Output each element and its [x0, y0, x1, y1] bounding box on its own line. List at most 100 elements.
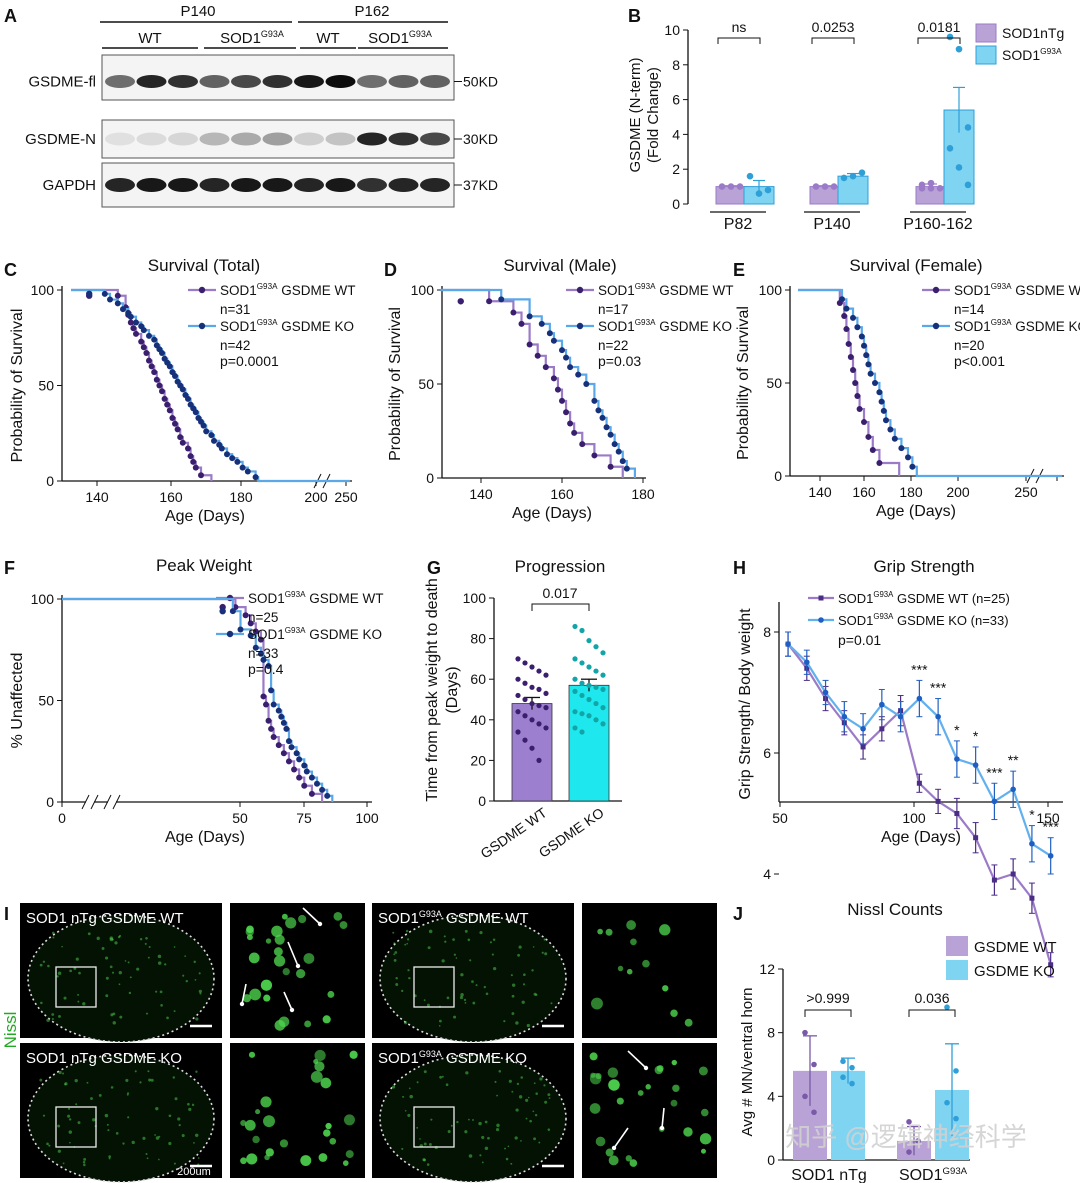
neuron-cell — [699, 1133, 712, 1145]
axis-break — [112, 794, 121, 810]
blot-band — [231, 132, 261, 146]
event-marker — [203, 428, 210, 435]
neuron-cell — [670, 1099, 678, 1107]
label-main: SOD1 — [598, 283, 635, 298]
arrow — [661, 1107, 665, 1129]
event-marker — [591, 397, 598, 404]
axis-break-gap — [86, 794, 94, 810]
stat-bracket — [804, 1009, 852, 1017]
event-marker — [486, 298, 493, 305]
data-point — [572, 656, 578, 662]
legend-label: GSDME KO — [974, 963, 1055, 980]
event-marker — [575, 371, 582, 378]
data-point — [579, 711, 585, 717]
data-point — [918, 185, 926, 192]
data-point — [991, 877, 997, 883]
event-marker — [880, 407, 887, 414]
data-point — [572, 623, 578, 630]
label-main: SOD1 — [248, 627, 285, 642]
event-marker — [542, 364, 549, 371]
x-tick-label: 75 — [296, 810, 312, 826]
y-tick-label: 8 — [763, 624, 771, 640]
neuron-cell — [314, 1049, 326, 1062]
stat-label: 0.036 — [914, 990, 949, 1006]
data-point — [1010, 871, 1016, 877]
event-marker — [244, 468, 251, 475]
data-point — [849, 172, 857, 180]
neuron-cell — [344, 1114, 355, 1126]
event-marker — [615, 448, 622, 455]
nissl-dot — [146, 1157, 149, 1160]
nissl-dot — [122, 1142, 125, 1145]
event-marker — [865, 433, 872, 440]
event-marker — [138, 338, 145, 345]
nissl-dot — [447, 1129, 451, 1134]
nissl-dot — [110, 1013, 114, 1017]
y-axis-label: Avg # MN/ventral horn — [739, 988, 756, 1137]
event-marker — [563, 354, 570, 361]
x-tick-label: P140 — [813, 216, 850, 233]
data-point — [579, 680, 585, 686]
y-axis-label: Time from peak weight to death — [424, 578, 441, 802]
legend-label: GSDME WT — [974, 939, 1057, 956]
neuron-cell — [608, 1079, 620, 1091]
nissl-dot — [423, 1142, 427, 1146]
p-value: p=0.03 — [598, 353, 641, 369]
nissl-dot — [39, 1078, 43, 1082]
inset-box — [413, 1106, 455, 1148]
event-marker — [224, 451, 230, 458]
nissl-dot — [57, 1124, 61, 1128]
x-tick-label: SOD1G93A — [899, 1166, 968, 1183]
data-point — [718, 183, 726, 190]
label-main: SOD1 — [838, 591, 873, 606]
neuron-cell — [672, 1084, 680, 1092]
nissl-dot — [173, 946, 176, 948]
nissl-dot — [403, 1021, 408, 1025]
data-point — [840, 1074, 846, 1081]
nissl-dot — [187, 1102, 190, 1106]
nissl-dot — [110, 1086, 114, 1089]
neuron-cell — [700, 1148, 706, 1154]
data-point — [953, 1068, 959, 1074]
nissl-dot — [543, 938, 546, 941]
y-tick-label: 100 — [411, 282, 435, 298]
data-point — [860, 726, 866, 732]
label-main: SOD1 nTg GSDME WT — [26, 910, 184, 927]
neuron-cell — [607, 1067, 619, 1078]
label-suffix: GSDME WT — [655, 283, 733, 298]
event-marker — [169, 414, 176, 421]
nissl-dot — [109, 965, 113, 969]
data-point — [1047, 853, 1054, 859]
event-marker — [591, 452, 598, 459]
micrograph-label: SOD1 nTg GSDME KO — [26, 1050, 182, 1067]
label-sup: G93A — [261, 29, 284, 39]
nissl-dot — [82, 1002, 86, 1006]
nissl-dot — [428, 1142, 432, 1146]
y-tick-label: 0 — [426, 470, 434, 486]
event-marker — [156, 382, 163, 389]
data-point — [991, 798, 998, 805]
nissl-dot — [416, 1081, 419, 1084]
nissl-dot — [515, 1021, 519, 1025]
nissl-dot — [467, 938, 471, 942]
nissl-dot — [108, 1157, 111, 1160]
data-point — [804, 659, 810, 666]
nissl-dot — [125, 1078, 129, 1082]
event-marker — [161, 395, 168, 402]
legend-label: SOD1G93A GSDME KO — [598, 318, 732, 334]
panel-letter-f: F — [4, 558, 15, 578]
legend-marker — [818, 595, 824, 601]
neuron-cell — [659, 924, 671, 936]
event-marker — [229, 608, 236, 615]
chart-title: Progression — [515, 557, 606, 576]
y-tick-label: 80 — [470, 631, 486, 647]
x-tick-label: 250 — [334, 489, 358, 505]
event-marker — [247, 620, 254, 627]
data-point — [811, 1061, 817, 1068]
nissl-dot — [191, 1103, 195, 1107]
data-point — [840, 1058, 846, 1065]
nissl-dot — [533, 1082, 536, 1085]
data-point — [572, 725, 578, 731]
neuron-cell — [589, 1072, 602, 1085]
